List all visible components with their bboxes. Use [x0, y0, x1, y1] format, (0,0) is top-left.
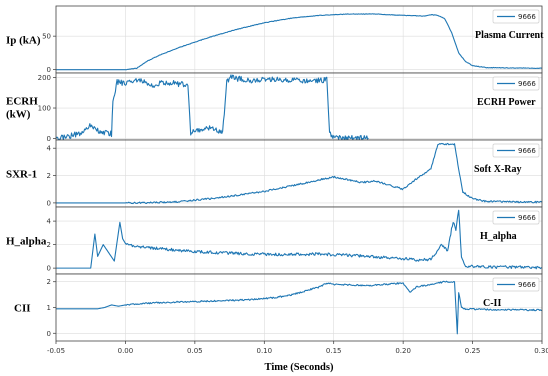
legend-label: 9666	[518, 80, 536, 88]
x-tick-label: 0.00	[118, 347, 134, 355]
x-tick-label: 0.25	[465, 347, 481, 355]
series-line-9666	[56, 209, 543, 270]
legend: 9666	[492, 76, 540, 91]
panel-3: 0 2 4 SXR-1 9666 Soft X-Ray	[6, 139, 543, 208]
legend-label: 9666	[518, 281, 536, 289]
legend: 9666	[492, 277, 540, 292]
x-tick-label: 0.20	[395, 347, 411, 355]
legend-label: 9666	[518, 13, 536, 21]
y-tick-label: 50	[42, 33, 51, 41]
y-axis-label: ECRH	[6, 96, 38, 108]
axes-frame	[55, 273, 543, 342]
legend: 9666	[492, 143, 540, 158]
legend-label: 9666	[518, 147, 536, 155]
y-tick-label: 2	[47, 278, 51, 286]
legend: 9666	[492, 210, 540, 225]
legend-box	[492, 277, 540, 292]
y-tick-label: 100	[38, 105, 51, 113]
x-tick-label: 0.10	[256, 347, 272, 355]
y-axis-label: H_alpha	[6, 236, 47, 248]
y-tick-label: 0	[47, 135, 51, 143]
y-axis-label: SXR-1	[6, 169, 37, 181]
y-tick-label: 2	[47, 172, 51, 180]
y-tick-label: 0	[47, 330, 51, 338]
x-tick-label: 0.15	[326, 347, 342, 355]
legend-label: 9666	[518, 214, 536, 222]
panel-title: Soft X-Ray	[474, 164, 522, 175]
panel-2: 0 100 200 ECRH(kW) 9666 ECRH Power	[6, 72, 543, 143]
legend-box	[492, 76, 540, 91]
legend: 9666	[492, 9, 540, 24]
plot-area	[56, 207, 542, 274]
series-line-9666	[56, 13, 543, 71]
plot-area	[56, 140, 542, 207]
y-tick-label: 200	[38, 74, 51, 82]
y-tick-label: 4	[47, 145, 52, 153]
y-axis-label: CII	[14, 303, 31, 315]
x-tick-label: 0.05	[187, 347, 203, 355]
panel-title: C-II	[483, 298, 501, 309]
panel-title: ECRH Power	[477, 97, 536, 108]
series-line-9666	[56, 142, 543, 205]
y-tick-label: 0	[47, 265, 51, 273]
y-tick-label: 2	[47, 241, 51, 249]
y-tick-label: 0	[47, 199, 51, 207]
series-line-9666	[55, 74, 369, 141]
series-line-9666	[56, 280, 543, 335]
y-tick-label: 0	[47, 66, 51, 74]
x-axis-label: Time (Seconds)	[265, 362, 334, 373]
x-tick-label: -0.05	[47, 347, 65, 355]
panel-title: H_alpha	[480, 231, 517, 242]
plot-area	[56, 73, 542, 140]
y-tick-label: 4	[47, 218, 52, 226]
y-tick-label: 1	[47, 304, 51, 312]
legend-box	[492, 210, 540, 225]
panel-title: Plasma Current	[475, 30, 544, 41]
legend-box	[492, 143, 540, 158]
panel-4: 0 2 4 H_alpha 9666 H_alpha	[6, 206, 543, 275]
y-axis-label: Ip (kA)	[6, 35, 41, 47]
x-tick-label: 0.30	[534, 347, 548, 355]
legend-box	[492, 9, 540, 24]
y-axis-label-unit: (kW)	[6, 109, 31, 121]
panel-5: 0 1 2 CII 9666 C-II	[14, 273, 543, 342]
